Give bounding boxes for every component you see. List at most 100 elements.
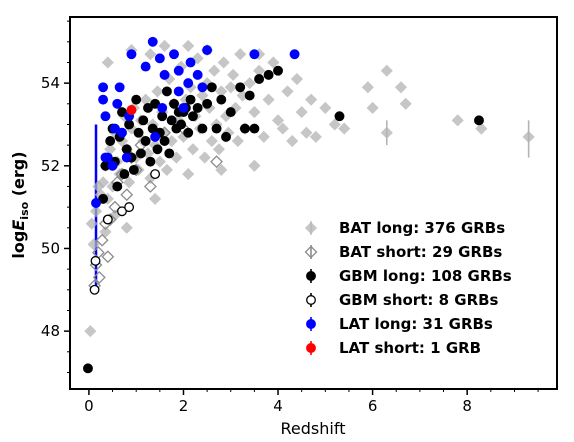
data-point-bat-long-376-grbs-67 — [248, 106, 261, 119]
axis-ticks: 0 2 4 6 8 48 50 52 54 — [41, 20, 539, 415]
data-point-bat-short-29-grbs-8 — [108, 200, 122, 214]
data-point-lat-long-31-grbs-19 — [185, 57, 196, 68]
data-point-lat-long-31-grbs-20 — [192, 69, 203, 80]
data-point-bat-long-376-grbs-62 — [231, 134, 244, 148]
data-point-gbm-long-108-grbs-52 — [254, 74, 265, 84]
data-point-bat-long-376-grbs-88 — [394, 81, 408, 94]
data-point-lat-long-31-grbs-5 — [112, 98, 123, 109]
data-point-bat-long-376-grbs-48 — [198, 151, 211, 164]
data-point-gbm-long-108-grbs-9 — [117, 107, 127, 118]
data-point-bat-short-29-grbs-3 — [92, 270, 106, 284]
data-point-bat-long-376-grbs-16 — [123, 176, 136, 189]
data-point-bat-long-376-grbs-52 — [208, 64, 221, 77]
data-point-gbm-long-108-grbs-34 — [176, 119, 187, 130]
data-point-lat-long-31-grbs-4 — [107, 160, 118, 171]
data-point-lat-long-31-grbs-14 — [159, 69, 170, 80]
data-point-gbm-long-108-grbs-21 — [145, 156, 156, 167]
data-point-gbm-long-108-grbs-0 — [83, 363, 93, 374]
data-point-bat-long-376-grbs-41 — [182, 168, 195, 181]
legend-label: LAT short: 1 GRB — [339, 339, 481, 357]
legend-marker — [304, 221, 318, 235]
data-point-gbm-long-108-grbs-20 — [143, 102, 153, 113]
data-point-gbm-long-108-grbs-19 — [140, 136, 151, 146]
data-point-gbm-long-108-grbs-48 — [235, 82, 246, 93]
data-point-bat-long-376-grbs-76 — [290, 72, 304, 86]
data-point-lat-long-31-grbs-12 — [147, 36, 158, 47]
y-axis-label-unit: (erg) — [9, 151, 28, 201]
y-tick-label-2: 52 — [41, 157, 60, 175]
data-point-bat-long-376-grbs-85 — [366, 101, 379, 114]
data-point-lat-long-31-grbs-0 — [91, 198, 101, 208]
data-point-gbm-long-108-grbs-7 — [112, 181, 123, 192]
data-point-gbm-short-8-grbs-4 — [124, 202, 135, 213]
data-point-bat-long-376-grbs-29 — [153, 155, 166, 168]
data-point-bat-long-376-grbs-106 — [248, 159, 261, 172]
data-point-gbm-long-108-grbs-50 — [244, 90, 255, 101]
data-point-gbm-long-108-grbs-26 — [157, 111, 168, 122]
data-point-bat-long-376-grbs-56 — [217, 56, 230, 69]
data-point-gbm-long-108-grbs-47 — [225, 107, 236, 118]
legend-item-bat-long-376-grbs: BAT long: 376 GRBs — [304, 219, 505, 237]
data-point-gbm-long-108-grbs-41 — [197, 123, 208, 134]
data-point-bat-long-376-grbs-96 — [158, 39, 171, 52]
y-tick-label-1: 50 — [41, 239, 60, 257]
data-point-bat-short-29-grbs-15 — [143, 180, 157, 193]
data-point-gbm-long-108-grbs-38 — [185, 94, 196, 105]
data-point-bat-long-376-grbs-74 — [281, 85, 294, 98]
data-point-gbm-long-108-grbs-42 — [202, 98, 213, 109]
data-point-gbm-long-108-grbs-40 — [192, 102, 203, 113]
data-point-gbm-short-8-grbs-5 — [150, 169, 161, 180]
data-point-bat-short-29-grbs-6 — [101, 250, 115, 264]
data-point-gbm-long-108-grbs-44 — [211, 123, 222, 134]
legend-item-gbm-short-8-grbs: GBM short: 8 GRBs — [306, 291, 499, 309]
x-tick-label-1: 2 — [179, 397, 189, 415]
data-point-lat-short-1-grb-0 — [126, 105, 137, 115]
data-point-gbm-long-108-grbs-15 — [131, 94, 142, 105]
data-point-gbm-long-108-grbs-55 — [334, 111, 345, 122]
data-point-bat-long-376-grbs-100 — [92, 180, 105, 193]
series-gbm-short-8-grbs — [89, 169, 161, 295]
data-point-gbm-long-108-grbs-37 — [183, 127, 194, 138]
data-point-bat-long-376-grbs-43 — [186, 143, 199, 156]
data-point-lat-long-31-grbs-21 — [197, 82, 208, 93]
data-point-lat-long-31-grbs-3 — [102, 152, 113, 163]
data-point-bat-long-376-grbs-93 — [101, 56, 114, 69]
data-point-gbm-long-108-grbs-49 — [239, 123, 250, 134]
data-point-lat-long-31-grbs-26 — [157, 102, 168, 113]
data-points — [83, 36, 535, 374]
data-point-bat-long-376-grbs-51 — [205, 134, 218, 148]
data-point-bat-long-376-grbs-3 — [89, 205, 103, 218]
data-point-lat-long-31-grbs-15 — [169, 49, 179, 60]
data-point-bat-long-376-grbs-47 — [196, 89, 209, 102]
legend-label: BAT short: 29 GRBs — [339, 243, 502, 261]
data-point-gbm-long-108-grbs-16 — [133, 127, 144, 138]
data-point-gbm-short-8-grbs-0 — [89, 284, 100, 295]
data-point-bat-long-376-grbs-84 — [361, 81, 374, 94]
x-tick-label-3: 6 — [368, 397, 378, 415]
data-point-bat-long-376-grbs-80 — [309, 130, 322, 143]
data-point-bat-long-376-grbs-81 — [319, 101, 332, 114]
data-point-gbm-long-108-grbs-45 — [216, 94, 227, 105]
legend-item-bat-short-29-grbs: BAT short: 29 GRBs — [304, 243, 502, 261]
plot-frame — [69, 16, 558, 390]
data-point-bat-long-376-grbs-73 — [276, 122, 289, 135]
data-point-gbm-long-108-grbs-1 — [98, 193, 109, 204]
data-point-bat-long-376-grbs-103 — [120, 221, 133, 234]
data-point-lat-long-31-grbs-11 — [140, 61, 151, 72]
data-point-bat-long-376-grbs-63 — [234, 48, 247, 61]
data-point-gbm-long-108-grbs-23 — [150, 98, 161, 109]
data-point-gbm-long-108-grbs-11 — [121, 144, 132, 155]
data-point-gbm-long-108-grbs-24 — [152, 144, 163, 155]
data-point-bat-long-376-grbs-72 — [271, 114, 285, 127]
data-point-bat-long-376-grbs-90 — [451, 114, 464, 127]
data-point-bat-short-29-grbs-18 — [210, 155, 223, 169]
data-point-bat-long-376-grbs-104 — [149, 192, 162, 205]
data-point-bat-long-376-grbs-92 — [522, 130, 535, 143]
data-point-lat-long-31-grbs-16 — [173, 86, 184, 97]
data-point-bat-long-376-grbs-69 — [257, 130, 270, 143]
data-point-gbm-long-108-grbs-17 — [135, 148, 146, 159]
legend-label: GBM long: 108 GRBs — [339, 267, 512, 285]
data-point-bat-long-376-grbs-59 — [224, 81, 237, 94]
data-point-bat-long-376-grbs-70 — [262, 93, 275, 106]
